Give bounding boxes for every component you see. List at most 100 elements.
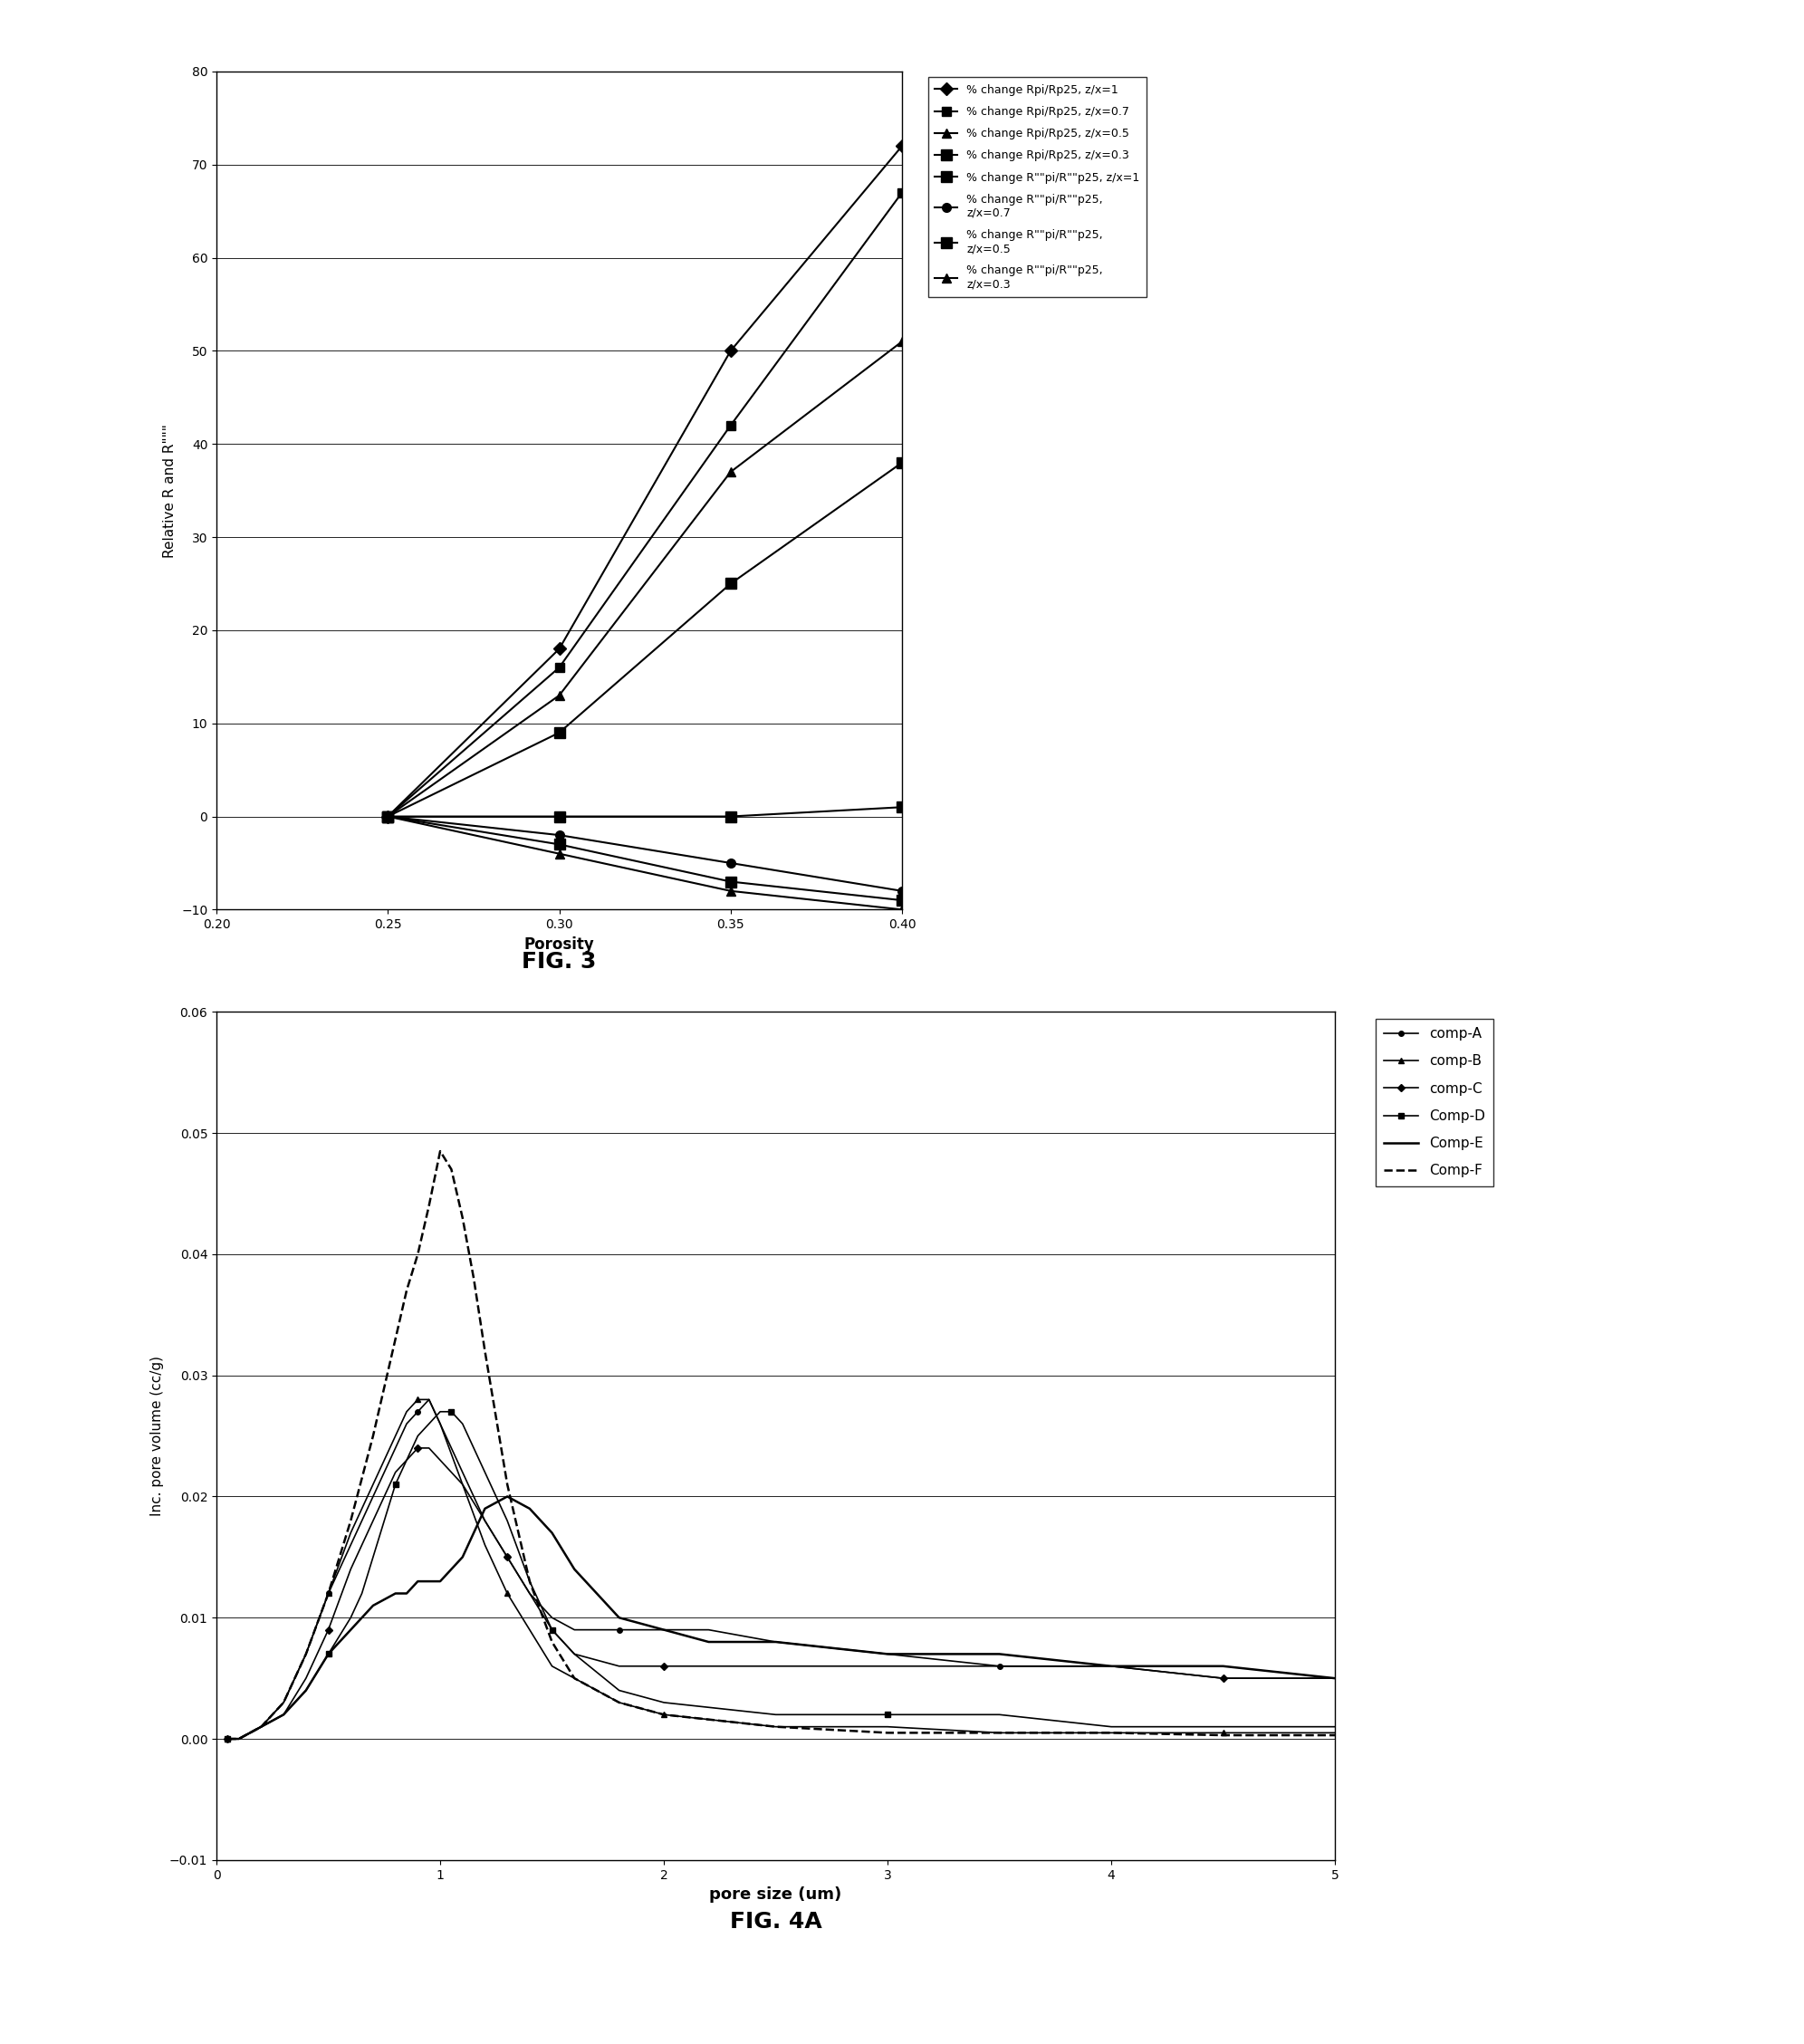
- % change R""pi/R""p25, z/x=1: [720, 803, 741, 828]
- Line: comp-B: comp-B: [226, 1396, 1337, 1741]
- comp-C: [1100, 1654, 1122, 1678]
- comp-A: [227, 1727, 249, 1752]
- Comp-D: [296, 1678, 318, 1703]
- comp-A: [384, 1435, 406, 1459]
- Comp-F: [440, 1157, 462, 1181]
- comp-A: [1100, 1654, 1122, 1678]
- comp-C: [474, 1508, 496, 1533]
- Comp-F: [877, 1721, 898, 1746]
- comp-A: [216, 1727, 238, 1752]
- comp-C: [419, 1435, 440, 1459]
- Comp-D: [563, 1641, 584, 1666]
- Comp-E: [251, 1715, 272, 1739]
- Comp-D: [1100, 1715, 1122, 1739]
- Comp-F: [429, 1139, 451, 1163]
- % change Rpi/Rp25, z/x=1: [377, 803, 399, 828]
- comp-C: [251, 1715, 272, 1739]
- Comp-D: [496, 1508, 518, 1533]
- Comp-E: [408, 1570, 429, 1594]
- Comp-F: [765, 1715, 787, 1739]
- comp-B: [608, 1690, 630, 1715]
- comp-A: [541, 1605, 563, 1629]
- Comp-E: [419, 1570, 440, 1594]
- Line: comp-A: comp-A: [226, 1396, 1337, 1741]
- Comp-F: [1100, 1721, 1122, 1746]
- Comp-F: [989, 1721, 1010, 1746]
- Comp-E: [1100, 1654, 1122, 1678]
- Line: % change Rpi/Rp25, z/x=1: % change Rpi/Rp25, z/x=1: [384, 141, 906, 822]
- % change R""pi/R""p25,
z/x=0.3: [377, 803, 399, 828]
- % change R""pi/R""p25,
z/x=0.7: [377, 803, 399, 828]
- Comp-F: [1212, 1723, 1234, 1748]
- Comp-E: [451, 1545, 473, 1570]
- Comp-E: [395, 1582, 417, 1607]
- Comp-D: [520, 1570, 541, 1594]
- Comp-F: [419, 1194, 440, 1218]
- Comp-D: [765, 1703, 787, 1727]
- comp-A: [563, 1617, 584, 1641]
- comp-C: [318, 1617, 339, 1641]
- comp-A: [698, 1617, 720, 1641]
- Comp-F: [408, 1243, 429, 1267]
- Comp-D: [227, 1727, 249, 1752]
- comp-C: [563, 1641, 584, 1666]
- Comp-E: [318, 1641, 339, 1666]
- comp-A: [408, 1400, 429, 1425]
- Text: FIG. 3: FIG. 3: [521, 950, 597, 973]
- Comp-F: [464, 1265, 485, 1290]
- Comp-D: [216, 1727, 238, 1752]
- % change Rpi/Rp25, z/x=0.5: [548, 683, 570, 707]
- comp-C: [227, 1727, 249, 1752]
- comp-A: [520, 1582, 541, 1607]
- comp-B: [216, 1727, 238, 1752]
- comp-A: [339, 1533, 361, 1558]
- Line: Comp-D: Comp-D: [226, 1408, 1337, 1741]
- Comp-F: [296, 1641, 318, 1666]
- Comp-F: [1324, 1723, 1346, 1748]
- % change Rpi/Rp25, z/x=0.3: [377, 803, 399, 828]
- comp-B: [474, 1533, 496, 1558]
- comp-C: [216, 1727, 238, 1752]
- Comp-F: [608, 1690, 630, 1715]
- % change R""pi/R""p25, z/x=1: [377, 803, 399, 828]
- comp-B: [419, 1388, 440, 1412]
- comp-C: [520, 1582, 541, 1607]
- Comp-E: [440, 1558, 462, 1582]
- % change R""pi/R""p25,
z/x=0.5: [720, 869, 741, 893]
- Comp-F: [395, 1278, 417, 1302]
- Comp-F: [451, 1206, 473, 1230]
- Comp-E: [474, 1496, 496, 1521]
- Line: comp-C: comp-C: [226, 1445, 1337, 1741]
- comp-A: [272, 1690, 294, 1715]
- comp-A: [608, 1617, 630, 1641]
- comp-A: [451, 1459, 473, 1484]
- Comp-F: [384, 1327, 406, 1351]
- Y-axis label: Relative R and R""": Relative R and R""": [162, 423, 177, 558]
- comp-C: [408, 1435, 429, 1459]
- comp-A: [251, 1715, 272, 1739]
- Comp-D: [1212, 1715, 1234, 1739]
- comp-B: [363, 1472, 384, 1496]
- comp-A: [296, 1641, 318, 1666]
- Comp-F: [541, 1629, 563, 1654]
- Comp-E: [464, 1521, 485, 1545]
- comp-A: [1324, 1666, 1346, 1690]
- comp-C: [653, 1654, 675, 1678]
- Comp-D: [451, 1412, 473, 1437]
- Comp-F: [653, 1703, 675, 1727]
- Comp-E: [877, 1641, 898, 1666]
- Comp-D: [877, 1703, 898, 1727]
- Comp-E: [339, 1617, 361, 1641]
- % change Rpi/Rp25, z/x=0.7: [720, 413, 741, 437]
- comp-B: [227, 1727, 249, 1752]
- comp-C: [429, 1447, 451, 1472]
- comp-B: [496, 1582, 518, 1607]
- % change R""pi/R""p25, z/x=1: [548, 803, 570, 828]
- Y-axis label: Inc. pore volume (cc/g): Inc. pore volume (cc/g): [152, 1355, 164, 1517]
- comp-B: [653, 1703, 675, 1727]
- Comp-D: [318, 1641, 339, 1666]
- Comp-D: [384, 1472, 406, 1496]
- Comp-F: [363, 1423, 384, 1447]
- Comp-D: [408, 1423, 429, 1447]
- comp-C: [395, 1447, 417, 1472]
